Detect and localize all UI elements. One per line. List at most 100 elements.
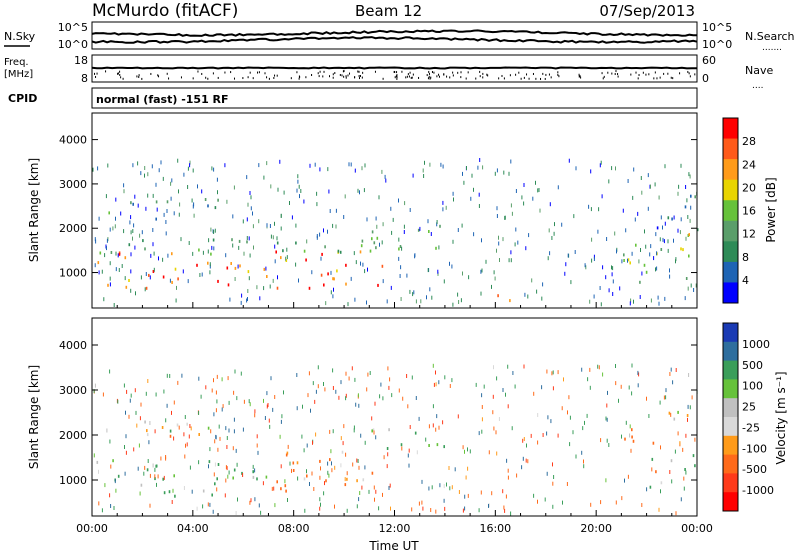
radar-speckle <box>498 417 500 421</box>
radar-speckle <box>130 215 132 220</box>
radar-speckle <box>548 228 550 233</box>
radar-speckle <box>350 276 352 281</box>
radar-cell <box>656 226 659 230</box>
radar-speckle <box>177 158 179 163</box>
radar-speckle <box>488 450 490 455</box>
radar-speckle <box>590 207 592 212</box>
nave-dot <box>396 77 398 80</box>
radar-speckle <box>150 253 152 258</box>
radar-speckle <box>201 272 203 277</box>
radar-speckle <box>549 251 551 256</box>
radar-speckle <box>316 202 318 207</box>
radar-speckle <box>627 179 629 183</box>
radar-speckle <box>521 465 523 470</box>
radar-speckle <box>302 404 303 409</box>
radar-speckle <box>478 431 480 436</box>
radar-cell <box>341 450 344 454</box>
radar-speckle <box>277 187 279 192</box>
radar-cell <box>246 240 248 244</box>
radar-speckle <box>662 225 663 230</box>
radar-cell <box>124 256 127 260</box>
nave-dot <box>518 71 520 74</box>
nave-dot <box>168 77 170 80</box>
radar-speckle <box>386 299 388 304</box>
radar-cell <box>371 230 374 234</box>
radar-speckle <box>382 492 383 497</box>
radar-cell <box>339 250 342 254</box>
nave-dot <box>180 76 182 79</box>
radar-speckle <box>682 447 684 452</box>
radar-speckle <box>98 270 100 275</box>
nave-dot <box>345 76 347 79</box>
radar-speckle <box>145 272 147 276</box>
radar-speckle <box>408 448 410 453</box>
radar-speckle <box>499 258 500 262</box>
radar-cell <box>696 228 699 232</box>
nave-dot <box>498 77 500 80</box>
radar-speckle <box>517 240 519 245</box>
radar-speckle <box>480 269 482 274</box>
radar-speckle <box>422 168 424 173</box>
radar-speckle <box>198 460 200 465</box>
radar-speckle <box>353 428 355 433</box>
radar-speckle <box>374 497 375 502</box>
radar-speckle <box>221 407 223 412</box>
radar-speckle <box>680 163 682 168</box>
radar-speckle <box>464 494 466 499</box>
colorbar-segment <box>723 220 738 242</box>
radar-speckle <box>523 364 525 369</box>
nave-dot <box>544 77 546 80</box>
radar-speckle <box>216 177 218 182</box>
radar-speckle <box>350 162 352 167</box>
nave-dot <box>339 73 341 76</box>
radar-speckle <box>493 426 495 431</box>
radar-speckle <box>354 168 356 173</box>
radar-speckle <box>629 424 631 429</box>
radar-speckle <box>218 424 220 429</box>
radar-speckle <box>320 466 321 471</box>
nave-dot <box>412 73 414 76</box>
radar-cell <box>629 261 631 265</box>
radar-speckle <box>319 497 321 502</box>
nave-dot <box>117 72 119 75</box>
radar-speckle <box>495 430 497 435</box>
radar-speckle <box>675 511 677 516</box>
radar-cell <box>198 433 200 436</box>
radar-speckle <box>390 206 392 211</box>
radar-speckle <box>109 493 111 498</box>
radar-speckle <box>280 464 282 469</box>
radar-speckle <box>584 263 586 268</box>
radar-cell <box>684 205 687 209</box>
radar-speckle <box>496 248 497 253</box>
radar-cell <box>196 263 198 267</box>
radar-speckle <box>345 371 347 376</box>
power-scatter <box>92 158 699 307</box>
radar-speckle <box>345 396 347 401</box>
radar-cell <box>356 479 358 483</box>
radar-speckle <box>645 244 647 249</box>
radar-speckle <box>493 365 494 370</box>
radar-speckle <box>242 219 244 224</box>
radar-speckle <box>481 429 483 434</box>
radar-speckle <box>335 224 337 229</box>
radar-speckle <box>496 168 498 173</box>
radar-speckle <box>344 477 346 482</box>
radar-speckle <box>598 207 600 212</box>
radar-speckle <box>178 189 179 194</box>
radar-speckle <box>665 395 667 400</box>
nave-dot <box>298 75 300 78</box>
radar-speckle <box>411 507 413 512</box>
radar-speckle <box>283 390 284 395</box>
radar-speckle <box>215 434 217 439</box>
radar-speckle <box>552 370 554 375</box>
radar-cell <box>360 244 363 248</box>
radar-speckle <box>567 410 568 415</box>
radar-speckle <box>173 211 175 216</box>
nave-dot <box>465 77 467 80</box>
nave-dot <box>687 70 689 73</box>
radar-cell <box>107 283 109 287</box>
nave-dot <box>523 76 525 79</box>
radar-speckle <box>330 270 332 275</box>
nave-dot <box>343 75 345 78</box>
radar-speckle <box>213 472 215 477</box>
